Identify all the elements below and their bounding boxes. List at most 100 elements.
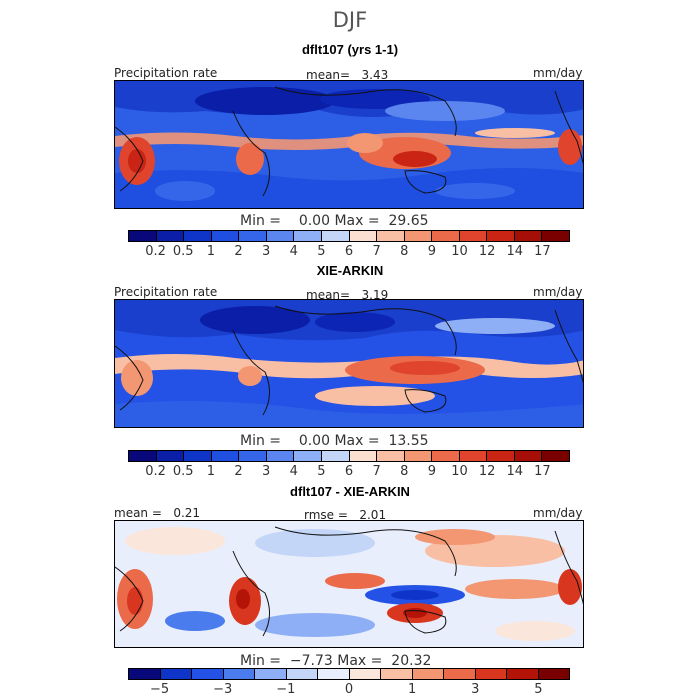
colorbar-swatch	[349, 451, 378, 461]
panel-1-mean-label: mean= 3.43	[306, 68, 389, 82]
colorbar-swatch	[459, 451, 488, 461]
colorbar-swatch	[404, 451, 433, 461]
panel-2-mean-label: mean= 3.19	[306, 288, 389, 302]
colorbar-swatch	[294, 451, 322, 461]
colorbar-tick-label: 17	[534, 244, 551, 259]
colorbar-tick-label: −1	[276, 682, 296, 697]
colorbar-tick-label: −5	[149, 682, 170, 697]
colorbar-tick-label: 12	[478, 464, 496, 479]
colorbar-swatch	[412, 669, 444, 679]
colorbar-swatch	[432, 231, 460, 241]
colorbar-tick-label: 3	[471, 682, 480, 697]
colorbar-tick-label: 5	[534, 682, 543, 697]
colorbar-swatch	[129, 231, 157, 241]
colorbar-tick-label: 0.5	[172, 244, 194, 259]
panel-1-map	[114, 80, 584, 209]
colorbar-tick-label: 1	[206, 244, 216, 259]
colorbar-swatch	[404, 231, 433, 241]
colorbar-swatch	[239, 451, 267, 461]
panel-2-map	[114, 299, 584, 428]
colorbar-tick-label: 4	[289, 244, 298, 259]
colorbar-tick-label: 6	[344, 464, 354, 479]
colorbar-swatch	[223, 669, 255, 679]
panel-1-colorbar-ticks: 0.2 0.5 1 2 3 4 5 6 7 8 9 10 12 14 17	[128, 244, 570, 260]
colorbar-tick-label: 5	[317, 244, 326, 259]
colorbar-swatch	[318, 669, 350, 679]
colorbar-tick-label: 8	[400, 464, 409, 479]
colorbar-tick-label: 9	[427, 464, 437, 479]
colorbar-swatch	[487, 451, 515, 461]
colorbar-swatch	[514, 231, 543, 241]
panel-3-map-svg	[115, 521, 583, 647]
panel-1-units-label: mm/day	[533, 66, 583, 80]
colorbar-tick-label: 3	[261, 464, 271, 479]
colorbar-tick-label: 2	[234, 464, 243, 479]
panel-1-title: dflt107 (yrs 1-1)	[301, 42, 399, 57]
panel-1-min-max: Min = 0.00 Max = 29.65	[240, 213, 429, 229]
colorbar-swatch	[542, 231, 569, 241]
colorbar-tick-label: 0.2	[145, 244, 166, 259]
colorbar-swatch	[514, 451, 543, 461]
colorbar-swatch	[349, 669, 381, 679]
panel-2-map-svg	[115, 300, 583, 427]
panel-3-colorbar-ticks: −5 −3 −1 0 1 3 5	[128, 682, 570, 698]
colorbar-tick-label: 2	[234, 244, 243, 259]
colorbar-tick-label: 7	[372, 244, 381, 259]
colorbar-swatch	[266, 451, 295, 461]
colorbar-swatch	[475, 669, 507, 679]
colorbar-swatch	[156, 451, 185, 461]
figure-title: DJF	[332, 8, 368, 32]
colorbar-swatch	[459, 231, 488, 241]
colorbar-tick-label: 17	[534, 464, 551, 479]
colorbar-swatch	[129, 669, 161, 679]
colorbar-swatch	[538, 669, 569, 679]
colorbar-tick-label: 14	[506, 244, 524, 259]
colorbar-swatch	[211, 451, 240, 461]
panel-3-map	[114, 520, 584, 648]
colorbar-swatch	[487, 231, 515, 241]
colorbar-tick-label: 10	[451, 464, 468, 479]
panel-3-title: dflt107 - XIE-ARKIN	[290, 484, 410, 499]
colorbar-tick-label: 4	[289, 464, 298, 479]
panel-3-rmse-label: rmse = 2.01	[304, 508, 387, 522]
panel-1-variable-label: Precipitation rate	[114, 66, 218, 80]
colorbar-tick-label: 12	[478, 244, 496, 259]
colorbar-swatch	[129, 451, 157, 461]
colorbar-swatch	[507, 669, 539, 679]
colorbar-tick-label: 9	[427, 244, 437, 259]
panel-2-variable-label: Precipitation rate	[114, 285, 218, 299]
panel-3-mean-label: mean = 0.21	[114, 506, 201, 520]
colorbar-swatch	[381, 669, 413, 679]
panel-1-map-svg	[115, 81, 583, 208]
colorbar-swatch	[184, 451, 212, 461]
panel-2-title: XIE-ARKIN	[316, 263, 384, 278]
colorbar-swatch	[432, 451, 460, 461]
panel-3-min-max: Min = −7.73 Max = 20.32	[240, 653, 432, 669]
colorbar-tick-label: 5	[317, 464, 326, 479]
colorbar-swatch	[294, 231, 322, 241]
colorbar-tick-label: 8	[400, 244, 409, 259]
colorbar-tick-label: 7	[372, 464, 381, 479]
colorbar-swatch	[266, 231, 295, 241]
colorbar-swatch	[192, 669, 224, 679]
panel-1-colorbar	[128, 230, 570, 242]
colorbar-swatch	[349, 231, 378, 241]
colorbar-tick-label: 10	[451, 244, 468, 259]
colorbar-swatch	[239, 231, 267, 241]
panel-2-units-label: mm/day	[533, 285, 583, 299]
panel-3-units-label: mm/day	[533, 506, 583, 520]
colorbar-swatch	[184, 231, 212, 241]
colorbar-tick-label: 1	[408, 682, 417, 697]
colorbar-swatch	[377, 231, 405, 241]
colorbar-swatch	[286, 669, 318, 679]
panel-2-colorbar-ticks: 0.2 0.5 1 2 3 4 5 6 7 8 9 10 12 14 17	[128, 464, 570, 480]
colorbar-tick-label: 0.5	[172, 464, 194, 479]
colorbar-tick-label: 14	[506, 464, 524, 479]
colorbar-swatch	[321, 451, 350, 461]
colorbar-tick-label: 0	[344, 682, 354, 697]
colorbar-tick-label: −3	[213, 682, 233, 697]
colorbar-tick-label: 1	[206, 464, 216, 479]
colorbar-swatch	[321, 231, 350, 241]
colorbar-swatch	[377, 451, 405, 461]
colorbar-swatch	[211, 231, 240, 241]
